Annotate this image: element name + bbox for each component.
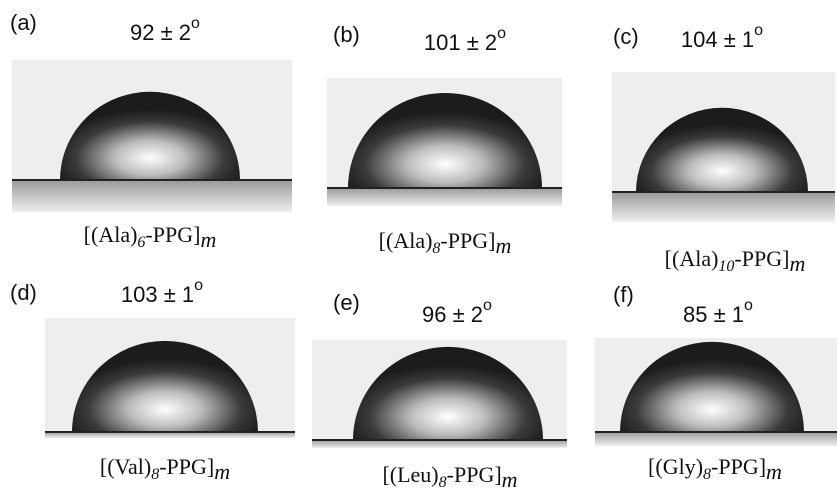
angle-value: 103 ± 1 (121, 282, 194, 307)
caption-middle: -PPG] (447, 462, 502, 487)
caption-middle: -PPG] (440, 228, 495, 253)
sample-caption: [(Ala)6-PPG]m (84, 222, 217, 252)
caption-suffix: m (200, 227, 216, 252)
substrate (612, 192, 835, 222)
caption-suffix: m (789, 251, 805, 276)
panel-label: (f) (613, 282, 634, 307)
degree-sign: o (191, 15, 200, 32)
contact-angle: 92 ± 2o (130, 15, 200, 45)
caption-prefix: [(Ala) (665, 246, 719, 271)
caption-middle: -PPG] (711, 454, 766, 479)
angle-value: 104 ± 1 (681, 27, 754, 52)
caption-suffix: m (214, 459, 230, 484)
sample-caption: [(Leu)8-PPG]m (382, 462, 517, 492)
panel: (d) 103 ± 1o [(Val)8-PPG]m (10, 277, 295, 484)
substrate (312, 440, 567, 448)
panel: (b) 101 ± 2o [(Ala)8-PPG]m (327, 22, 562, 258)
caption-subscript: 10 (718, 258, 734, 275)
panel-label: (d) (10, 280, 37, 305)
caption-suffix: m (766, 459, 782, 484)
contact-angle: 103 ± 1o (121, 277, 203, 307)
panel: (e) 96 ± 2o [(Leu)8-PPG]m (312, 290, 567, 492)
caption-prefix: [(Ala) (379, 228, 433, 253)
panel-label: (b) (333, 22, 360, 47)
caption-middle: -PPG] (145, 222, 200, 247)
caption-middle: -PPG] (734, 246, 789, 271)
caption-prefix: [(Val) (100, 454, 151, 479)
figure: (a)92 ± 2o[(Ala)6-PPG]m(b)101 ± 2o[(Ala)… (0, 0, 837, 495)
caption-subscript: 8 (432, 240, 440, 257)
contact-angle: 96 ± 2o (422, 297, 492, 327)
substrate (327, 188, 562, 206)
degree-sign: o (194, 277, 203, 294)
degree-sign: o (754, 22, 763, 39)
angle-value: 101 ± 2 (424, 30, 497, 55)
panel-label: (c) (613, 24, 639, 49)
caption-subscript: 8 (703, 466, 711, 483)
contact-angle: 101 ± 2o (424, 25, 506, 55)
caption-prefix: [(Ala) (84, 222, 138, 247)
caption-middle: -PPG] (159, 454, 214, 479)
caption-suffix: m (502, 467, 518, 492)
degree-sign: o (497, 25, 506, 42)
sample-caption: [(Val)8-PPG]m (100, 454, 230, 484)
panel-label: (a) (10, 10, 37, 35)
caption-prefix: [(Gly) (648, 454, 703, 479)
sample-caption: [(Ala)10-PPG]m (665, 246, 806, 276)
degree-sign: o (744, 297, 753, 314)
degree-sign: o (483, 297, 492, 314)
caption-prefix: [(Leu) (382, 462, 438, 487)
panel: (a) 92 ± 2o [(Ala)6-PPG]m (10, 10, 292, 252)
angle-value: 92 ± 2 (130, 20, 191, 45)
substrate (595, 432, 837, 446)
panel: (c) 104 ± 1o [(Ala)10-PPG]m (612, 22, 835, 276)
contact-angle: 85 ± 1o (683, 297, 753, 327)
sample-caption: [(Ala)8-PPG]m (379, 228, 512, 258)
caption-subscript: 8 (151, 466, 159, 483)
caption-subscript: 6 (137, 234, 145, 251)
panel-label: (e) (333, 290, 360, 315)
contact-angle: 104 ± 1o (681, 22, 763, 52)
caption-suffix: m (495, 233, 511, 258)
caption-subscript: 8 (439, 474, 447, 491)
panel: (f) 85 ± 1o [(Gly)8-PPG]m (595, 282, 837, 484)
sample-caption: [(Gly)8-PPG]m (648, 454, 782, 484)
angle-value: 85 ± 1 (683, 302, 744, 327)
angle-value: 96 ± 2 (422, 302, 483, 327)
substrate (12, 180, 292, 212)
